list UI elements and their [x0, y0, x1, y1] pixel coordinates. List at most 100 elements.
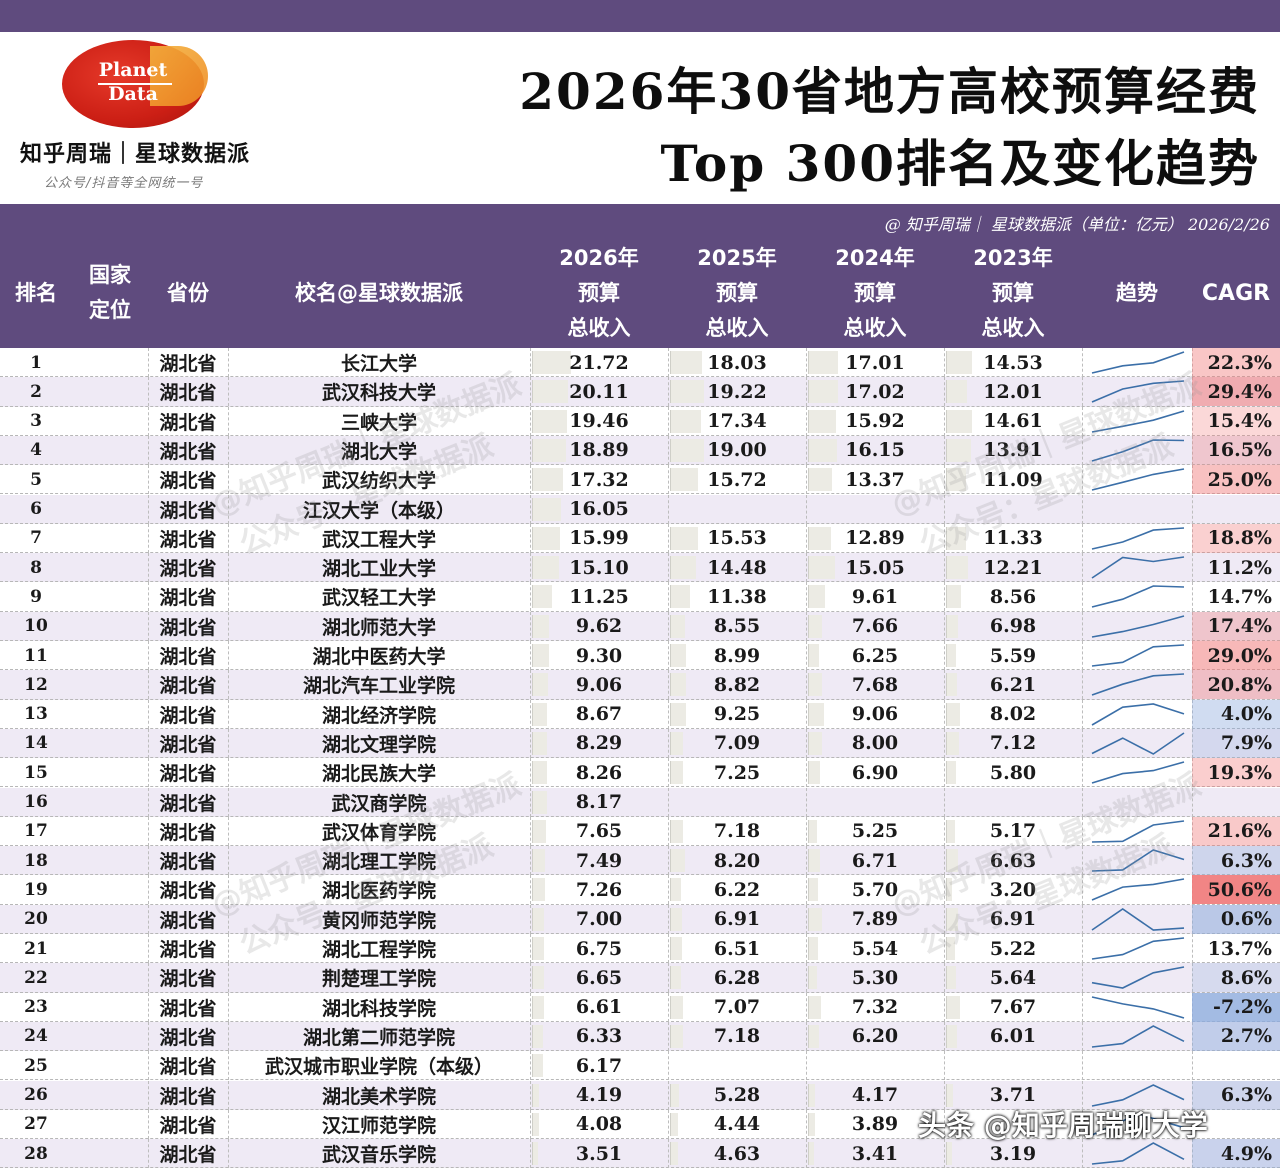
column-divider	[668, 611, 669, 641]
cell-school: 湖北大学	[340, 440, 417, 463]
cell-y2024: 8.00	[851, 732, 899, 755]
cell-national	[72, 846, 148, 875]
value-bar	[670, 937, 682, 960]
column-divider	[530, 758, 531, 788]
column-divider	[530, 1051, 531, 1081]
value-bar	[670, 1024, 683, 1048]
column-divider	[668, 1080, 669, 1110]
column-divider	[148, 875, 149, 905]
cell-school: 长江大学	[340, 353, 417, 375]
cell-school: 湖北第二师范学院	[302, 1026, 455, 1049]
table-row: 28 湖北省 武汉音乐学院 3.51 4.63 3.41 3.19 4.9%	[0, 1139, 1280, 1169]
column-divider	[944, 992, 945, 1022]
value-bar	[532, 438, 566, 462]
cell-y2026: 4.19	[575, 1084, 623, 1106]
column-divider	[806, 934, 807, 963]
cell-cagr: 20.8%	[1192, 670, 1280, 700]
header-cagr: CAGR	[1192, 238, 1280, 348]
cell-y2024: 5.54	[851, 937, 899, 960]
column-divider	[806, 465, 807, 495]
column-divider	[1192, 1080, 1193, 1110]
column-divider	[530, 904, 531, 934]
cell-y2024: 12.89	[845, 527, 905, 550]
column-divider	[806, 963, 807, 993]
cell-rank: 28	[24, 1143, 48, 1164]
column-divider	[228, 641, 229, 670]
cell-y2026: 6.61	[575, 996, 623, 1019]
cell-cagr	[1192, 788, 1280, 817]
cell-rank: 11	[24, 645, 48, 666]
column-divider	[944, 435, 945, 465]
value-bar	[532, 1024, 544, 1048]
column-divider	[228, 348, 229, 377]
cell-rank: 19	[24, 879, 48, 900]
cell-national	[72, 905, 148, 934]
table-row: 12 湖北省 湖北汽车工业学院 9.06 8.82 7.68 6.21 20.8%	[0, 670, 1280, 700]
column-divider	[944, 846, 945, 876]
trend-sparkline	[1091, 673, 1185, 697]
logo-accent-shape	[150, 46, 208, 106]
value-bar	[532, 497, 561, 521]
column-divider	[806, 875, 807, 905]
column-divider	[668, 377, 669, 407]
value-bar	[946, 644, 956, 667]
cell-rank: 24	[24, 1026, 48, 1047]
column-divider	[668, 553, 669, 583]
column-divider	[944, 1139, 945, 1169]
column-divider	[1192, 435, 1193, 465]
column-divider	[530, 377, 531, 407]
column-divider	[668, 846, 669, 876]
column-divider	[944, 611, 945, 641]
column-divider	[530, 465, 531, 495]
column-divider	[228, 523, 229, 553]
cell-y2024: 5.30	[851, 966, 899, 989]
column-divider	[668, 875, 669, 905]
cell-y2025: 8.82	[713, 673, 761, 696]
column-divider	[944, 582, 945, 612]
column-divider	[668, 992, 669, 1022]
trend-line	[1091, 439, 1185, 462]
trend-sparkline	[1091, 1142, 1185, 1165]
table-row: 17 湖北省 武汉体育学院 7.65 7.18 5.25 5.17 21.6%	[0, 816, 1280, 847]
column-divider	[148, 553, 149, 583]
column-divider	[1082, 435, 1083, 465]
column-divider	[806, 1021, 807, 1051]
column-divider	[944, 494, 945, 524]
value-bar	[946, 409, 972, 433]
cell-y2023: 11.09	[983, 468, 1043, 491]
value-bar	[808, 937, 818, 960]
cell-cagr: 50.6%	[1192, 875, 1280, 905]
value-bar	[532, 878, 545, 902]
value-bar	[670, 644, 686, 667]
column-divider	[1192, 816, 1193, 846]
column-divider	[148, 435, 149, 465]
column-divider	[668, 641, 669, 670]
column-divider	[944, 553, 945, 583]
cell-y2025: 7.18	[713, 1025, 761, 1048]
column-divider	[944, 875, 945, 905]
column-divider	[1082, 758, 1083, 788]
column-divider	[668, 934, 669, 963]
cell-rank: 8	[30, 557, 42, 578]
column-divider	[944, 904, 945, 934]
column-divider	[944, 787, 945, 817]
column-divider	[806, 992, 807, 1022]
table-row: 13 湖北省 湖北经济学院 8.67 9.25 9.06 8.02 4.0%	[0, 699, 1280, 729]
cell-school: 湖北理工学院	[321, 851, 436, 874]
column-divider	[944, 670, 945, 700]
value-bar	[532, 644, 549, 667]
column-divider	[228, 670, 229, 700]
column-divider	[1192, 699, 1193, 729]
cell-y2024: 6.25	[851, 644, 899, 667]
cell-national	[72, 963, 148, 992]
column-divider	[668, 699, 669, 729]
page-header: Planet Data 知乎周瑞｜星球数据派 公众号/抖音等全网统一号 2026…	[0, 32, 1280, 204]
header-y2024: 2024年 预算 总收入	[806, 238, 944, 348]
cell-rank: 12	[24, 674, 48, 695]
column-divider	[530, 611, 531, 641]
cell-y2023: 6.98	[989, 615, 1037, 638]
cell-cagr: 19.3%	[1192, 758, 1280, 788]
cell-school: 湖北美术学院	[321, 1085, 436, 1108]
cell-y2023: 5.17	[989, 820, 1037, 843]
value-bar	[946, 761, 957, 785]
